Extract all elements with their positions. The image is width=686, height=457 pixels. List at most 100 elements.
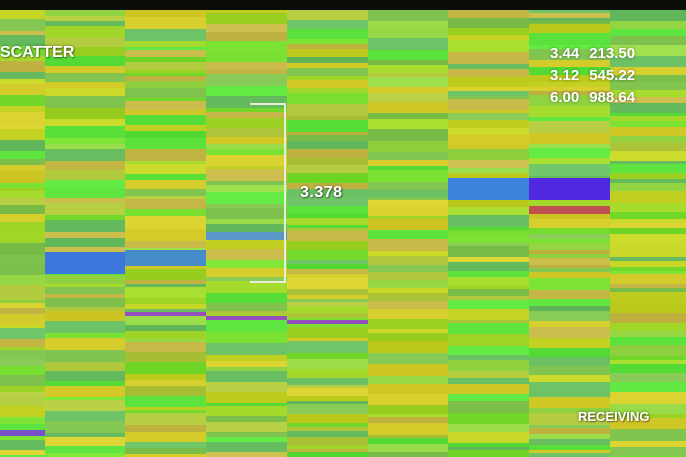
heatmap-band xyxy=(368,384,448,394)
heatmap-band xyxy=(368,207,448,216)
heatmap-band xyxy=(368,170,448,182)
heatmap-band xyxy=(125,229,206,241)
heatmap-band xyxy=(610,271,686,274)
heatmap-band xyxy=(368,65,448,73)
heatmap-band xyxy=(0,72,45,79)
heatmap-band xyxy=(45,149,125,161)
heatmap-band xyxy=(287,218,368,225)
heatmap-band xyxy=(206,108,287,112)
heatmap-band xyxy=(0,198,45,205)
heatmap-band xyxy=(45,333,125,338)
heatmap-band xyxy=(529,306,610,311)
heatmap-band xyxy=(368,141,448,152)
heatmap-band xyxy=(206,343,287,355)
heatmap-band xyxy=(125,325,206,331)
heatmap-column xyxy=(125,10,206,457)
heatmap-band xyxy=(529,290,610,299)
readout-value-a: 6.00 xyxy=(550,89,580,106)
readout-value-a: 3.44 xyxy=(550,45,580,62)
heatmap-band xyxy=(610,364,686,373)
heatmap-band xyxy=(610,10,686,21)
heatmap-band xyxy=(529,357,610,366)
heatmap-band xyxy=(368,129,448,141)
heatmap-band xyxy=(206,403,287,406)
heatmap-band xyxy=(206,137,287,144)
heatmap-band xyxy=(368,414,448,417)
heatmap-band xyxy=(529,278,610,290)
heatmap-band xyxy=(125,442,206,448)
heatmap-band xyxy=(206,281,287,293)
heatmap-band xyxy=(448,243,529,246)
heatmap-band xyxy=(448,346,529,355)
heatmap-band xyxy=(287,214,368,218)
heatmap-band xyxy=(206,311,287,314)
heatmap-band xyxy=(206,69,287,74)
heatmap-band xyxy=(529,75,610,82)
heatmap-band xyxy=(529,445,610,450)
heatmap-band xyxy=(610,113,686,116)
heatmap-band xyxy=(125,448,206,454)
heatmap-band xyxy=(125,164,206,174)
heatmap-band xyxy=(368,87,448,93)
heatmap-band xyxy=(368,353,448,364)
heatmap-band xyxy=(529,311,610,321)
heatmap-band xyxy=(45,26,125,37)
heatmap-band xyxy=(0,406,45,417)
heatmap-band xyxy=(125,380,206,386)
heatmap-band xyxy=(368,102,448,113)
heatmap-band xyxy=(125,222,206,229)
heatmap-band xyxy=(529,327,610,338)
heatmap-band xyxy=(287,359,368,369)
heatmap-band xyxy=(0,95,45,106)
heatmap-band xyxy=(448,113,529,120)
heatmap-band xyxy=(0,392,45,396)
heatmap-band xyxy=(448,334,529,346)
heatmap-band xyxy=(529,366,610,375)
heatmap-band xyxy=(125,410,206,413)
heatmap-band xyxy=(368,182,448,190)
heatmap-band xyxy=(368,417,448,423)
heatmap-band xyxy=(529,95,610,106)
heatmap-band xyxy=(448,300,529,309)
heatmap-band xyxy=(0,61,45,72)
heatmap-band xyxy=(0,396,45,406)
heatmap-band xyxy=(125,280,206,284)
heatmap-band xyxy=(448,443,529,447)
heatmap-band xyxy=(287,135,368,141)
heatmap-band xyxy=(206,268,287,277)
heatmap-band xyxy=(529,321,610,327)
heatmap-band xyxy=(45,170,125,180)
heatmap-band xyxy=(529,299,610,306)
heatmap-band xyxy=(610,127,686,136)
heatmap-band xyxy=(125,269,206,280)
heatmap-band xyxy=(0,380,45,386)
heatmap-band xyxy=(610,274,686,284)
heatmap-band xyxy=(287,437,368,446)
heatmap-band xyxy=(287,307,368,313)
heatmap-band xyxy=(610,219,686,223)
heatmap-band xyxy=(610,447,686,456)
heatmap-band xyxy=(45,108,125,119)
heatmap-band xyxy=(448,394,529,401)
heatmap-band xyxy=(610,179,686,183)
heatmap-band xyxy=(0,205,45,214)
heatmap-band xyxy=(610,303,686,313)
heatmap-band xyxy=(448,360,529,371)
heatmap-band xyxy=(45,21,125,26)
heatmap-band xyxy=(448,262,529,271)
heatmap-band xyxy=(529,200,610,207)
heatmap-band xyxy=(206,355,287,361)
heatmap-band xyxy=(0,106,45,112)
heatmap-band xyxy=(206,260,287,268)
heatmap-band xyxy=(0,264,45,275)
heatmap-band xyxy=(45,138,125,144)
heatmap-band xyxy=(448,207,529,215)
heatmap-band xyxy=(287,20,368,29)
heatmap-band xyxy=(45,144,125,149)
heatmap-band xyxy=(125,81,206,88)
heatmap-band xyxy=(529,21,610,24)
heatmap-band xyxy=(448,447,529,450)
heatmap-band xyxy=(206,166,287,169)
heatmap-band xyxy=(610,67,686,75)
heatmap-band xyxy=(45,362,125,371)
